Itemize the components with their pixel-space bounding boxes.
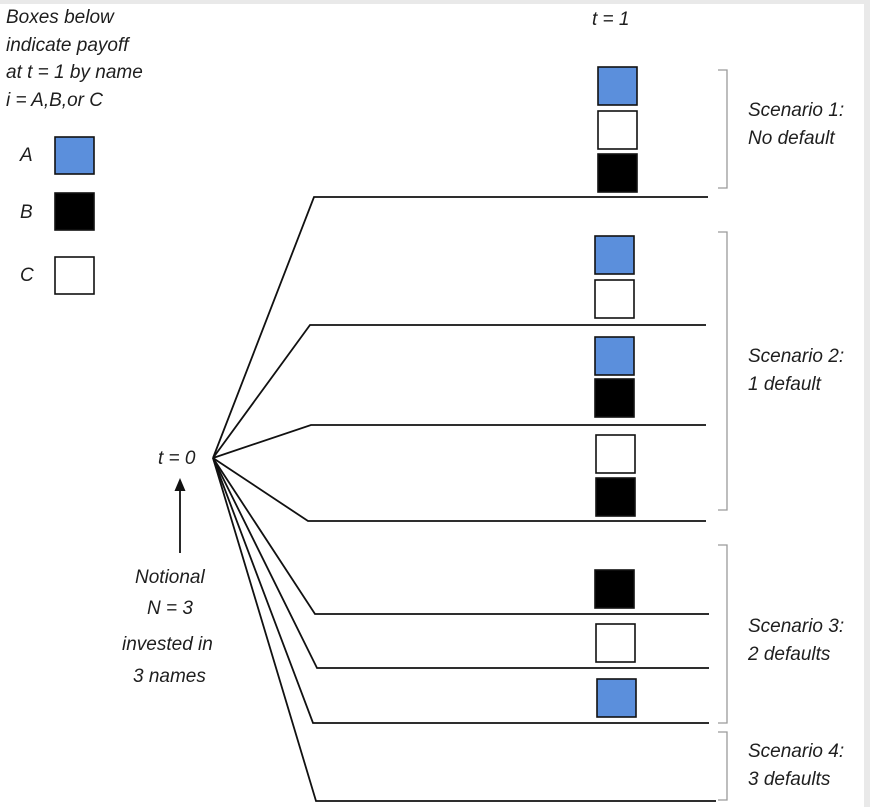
legend-label-b: B [20,202,33,223]
frame-border-top [0,0,870,4]
bracket-scenario-3 [718,544,728,724]
payoff-box-a [594,235,635,275]
scenario-subtitle: No default [748,128,835,149]
scenario-title: Scenario 2: [748,346,845,367]
scenario-brackets [718,69,728,801]
scenario-subtitle: 3 defaults [748,769,831,790]
legend-title-line: indicate payoff [6,34,129,56]
payoff-box-a [594,336,635,376]
legend-label-c: C [20,265,34,286]
payoff-box-b [595,477,636,517]
scenario-title: Scenario 1: [748,100,845,121]
legend-title-line: i = A,B,or C [6,89,103,111]
legend-box-c [54,256,95,295]
payoff-box-c [594,279,635,319]
scenario-subtitle: 2 defaults [748,644,831,665]
branch-5 [212,457,709,615]
legend-label-a: A [20,145,33,166]
legend-box-b [54,192,95,231]
scenario-subtitle: 1 default [748,374,821,395]
branch-2 [212,324,706,459]
scenario-1-label: Scenario 1: No default [748,97,844,153]
payoff-box-a [597,66,638,106]
legend-box-a [54,136,95,175]
scenario-2-label: Scenario 2: 1 default [748,343,844,399]
payoff-box-b [594,378,635,418]
up-arrow-icon [174,478,186,553]
branch-1 [212,196,708,459]
time-label-t1: t = 1 [592,9,630,30]
branch-3 [212,424,706,459]
legend-title: Boxes below indicate payoff at t = 1 by … [6,4,143,114]
payoff-box-c [597,110,638,150]
notional-line: invested in [122,634,213,655]
bracket-scenario-4 [718,731,728,801]
payoff-box-a [596,678,637,718]
bracket-scenario-2 [718,231,728,511]
notional-line: Notional [135,567,205,588]
branch-8 [212,457,716,802]
payoff-box-b [594,569,635,609]
branch-lines [212,196,716,802]
notional-line: N = 3 [147,598,193,619]
branch-7 [212,457,709,724]
frame-border-right [864,0,870,807]
scenario-3-label: Scenario 3: 2 defaults [748,613,844,669]
legend-title-line: at t = 1 by name [6,62,143,83]
bracket-scenario-1 [718,69,728,189]
scenario-title: Scenario 3: [748,616,845,637]
branch-6 [212,457,709,669]
payoff-box-b [597,153,638,193]
time-label-t0: t = 0 [158,448,196,469]
notional-line: 3 names [133,666,206,687]
payoff-box-c [595,434,636,474]
payoff-box-c [595,623,636,663]
scenario-title: Scenario 4: [748,741,845,762]
legend-title-line: Boxes below [6,7,114,28]
scenario-4-label: Scenario 4: 3 defaults [748,738,844,794]
branch-4 [212,457,706,522]
